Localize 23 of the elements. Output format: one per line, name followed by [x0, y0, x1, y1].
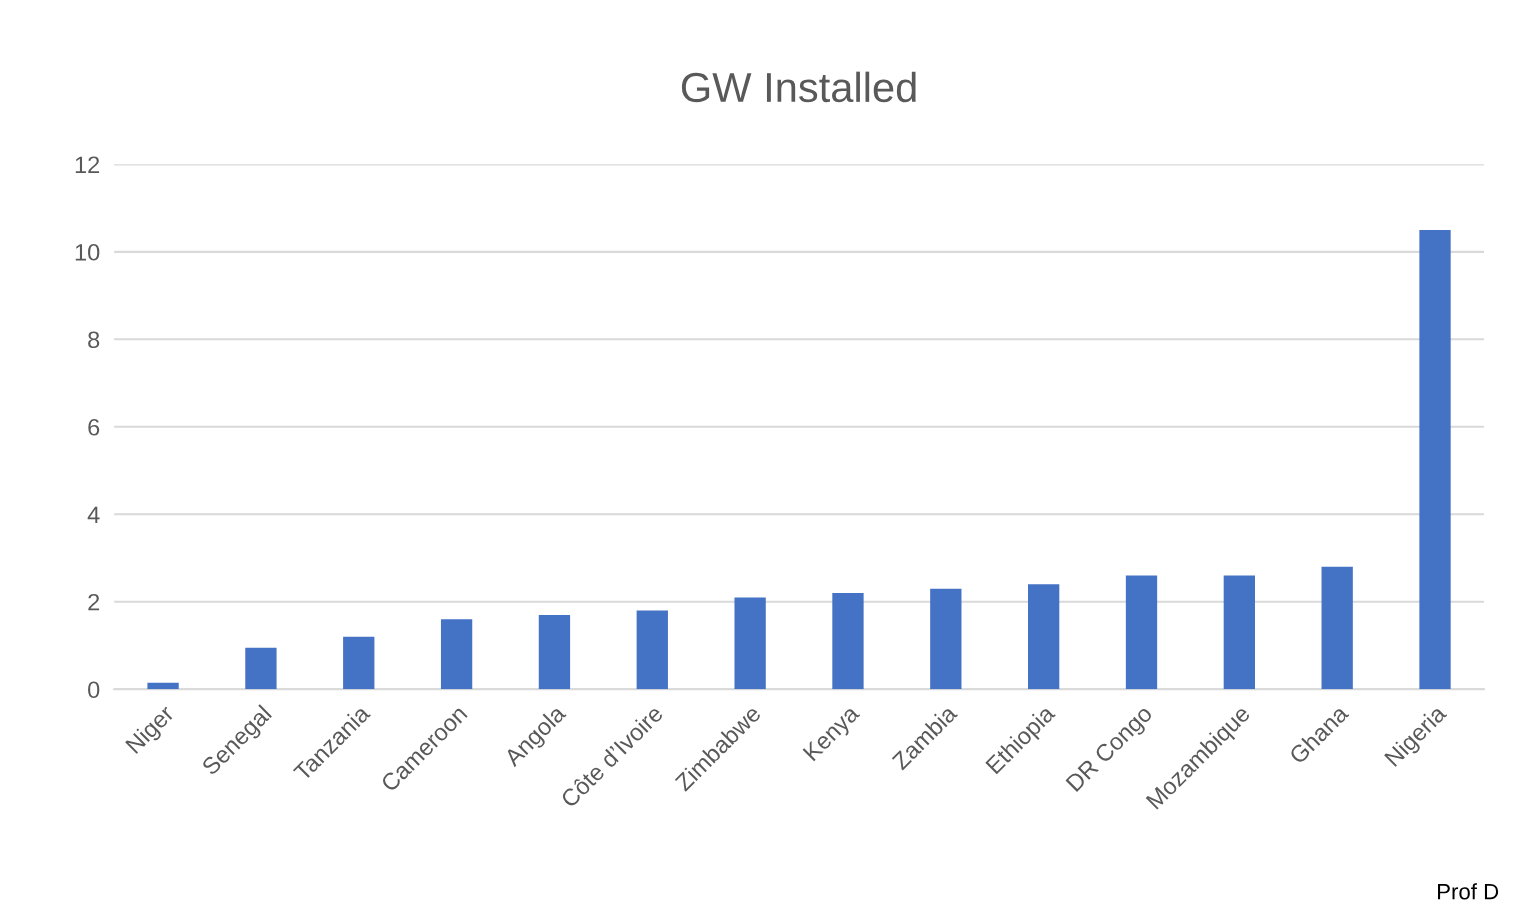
text: Prof D [1438, 883, 1499, 900]
y-tick-label: 10 [75, 243, 100, 261]
bar [1125, 575, 1158, 690]
bar [930, 588, 962, 690]
bar [1028, 584, 1060, 690]
y-tick-label: 8 [88, 331, 100, 349]
bar [538, 614, 571, 690]
y-tick-label: 12 [75, 156, 100, 173]
bar [343, 636, 375, 690]
bar [636, 610, 668, 690]
bar [1223, 575, 1255, 690]
y-tick-label: 6 [88, 418, 100, 436]
chart-title: GW Installed [681, 71, 916, 103]
bar [832, 593, 864, 690]
bar [1419, 229, 1451, 690]
bar [147, 682, 179, 690]
y-tick-label: 4 [87, 506, 100, 523]
bar [440, 619, 473, 690]
bar [245, 647, 277, 690]
bar [1321, 566, 1353, 690]
y-tick-label: 0 [88, 681, 100, 699]
bar [734, 597, 766, 690]
y-tick-label: 2 [88, 593, 100, 611]
